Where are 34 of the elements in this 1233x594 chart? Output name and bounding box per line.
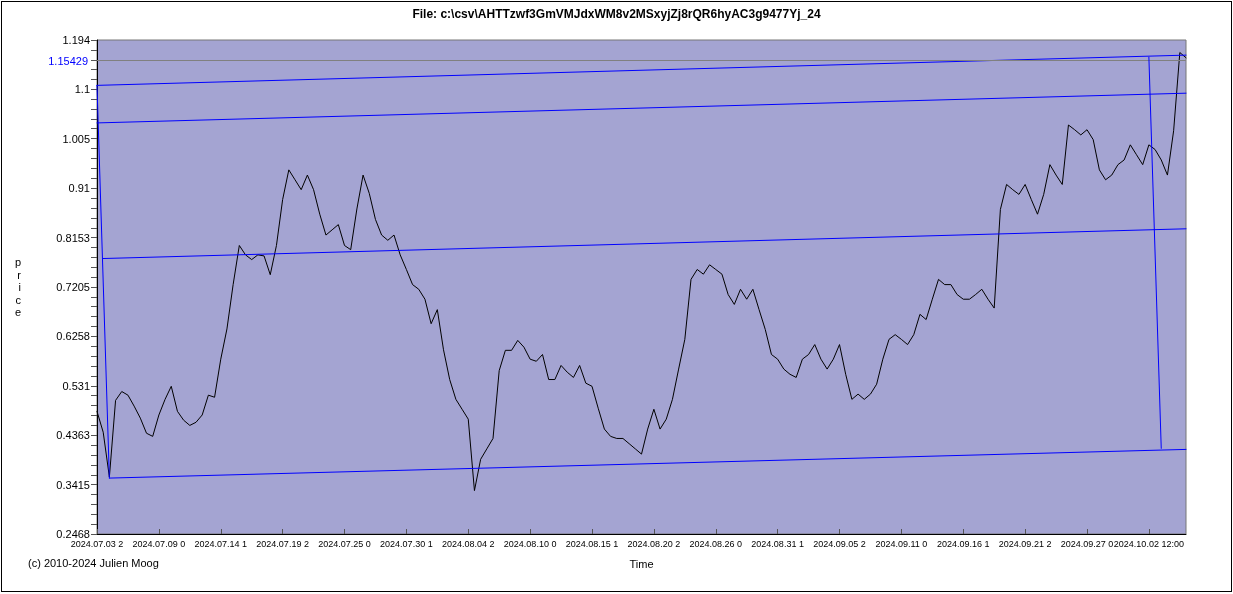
y-axis-title: price — [14, 256, 22, 318]
y-tick-label: 0.6258 — [56, 330, 90, 343]
x-tick-label: 2024.10.02 12:00 — [1113, 538, 1184, 549]
y-tick-label: 0.531 — [62, 379, 90, 392]
y-tick-label: 0.7205 — [56, 280, 90, 293]
y-tick-label: 0.3415 — [56, 478, 90, 491]
x-axis-title: Time — [629, 557, 654, 570]
x-tick-label: 2024.08.15 1 — [565, 538, 619, 549]
x-tick-label: 2024.08.20 2 — [627, 538, 681, 549]
ref-line-label: 1.15429 — [48, 54, 88, 67]
text: (c) 2010-2024 Julien Moog — [28, 556, 159, 569]
x-tick-label: 2024.09.16 1 — [936, 538, 990, 549]
y-tick-label: 0.2468 — [56, 528, 90, 540]
x-tick-label: 2024.07.30 1 — [380, 538, 433, 549]
y-tick-label: 0.91 — [68, 182, 90, 195]
x-tick-label: 2024.09.27 0 — [1060, 538, 1114, 549]
y-tick-label: 0.4363 — [56, 429, 90, 442]
chart-title: File: c:\csv\AHTTzwf3GmVMJdxWM8v2MSxyjZj8rQR6hyAC3g9477Yj_24 — [412, 7, 821, 21]
x-tick-label: 2024.07.14 1 — [194, 538, 248, 549]
x-tick-label: 2024.07.19 2 — [256, 538, 309, 549]
x-tick-label: 2024.08.04 2 — [441, 538, 495, 549]
y-tick-label: 1.005 — [62, 132, 90, 145]
y-tick-label: 1.1 — [74, 83, 90, 96]
y-tick-label: 1.194 — [62, 34, 90, 46]
x-tick-label: 2024.09.11 0 — [875, 538, 928, 549]
x-tick-label: 2024.08.10 0 — [503, 538, 557, 549]
y-tick-label: 0.8153 — [56, 231, 90, 244]
x-tick-label: 2024.07.03 2 — [70, 538, 124, 549]
x-tick-label: 2024.07.09 0 — [132, 538, 186, 549]
x-tick-label: 2024.08.31 1 — [751, 538, 804, 549]
x-tick-label: 2024.09.05 2 — [813, 538, 866, 549]
x-tick-label: 2024.09.21 2 — [998, 538, 1052, 549]
x-tick-label: 2024.07.25 0 — [318, 538, 371, 549]
x-tick-label: 2024.08.26 0 — [689, 538, 743, 549]
